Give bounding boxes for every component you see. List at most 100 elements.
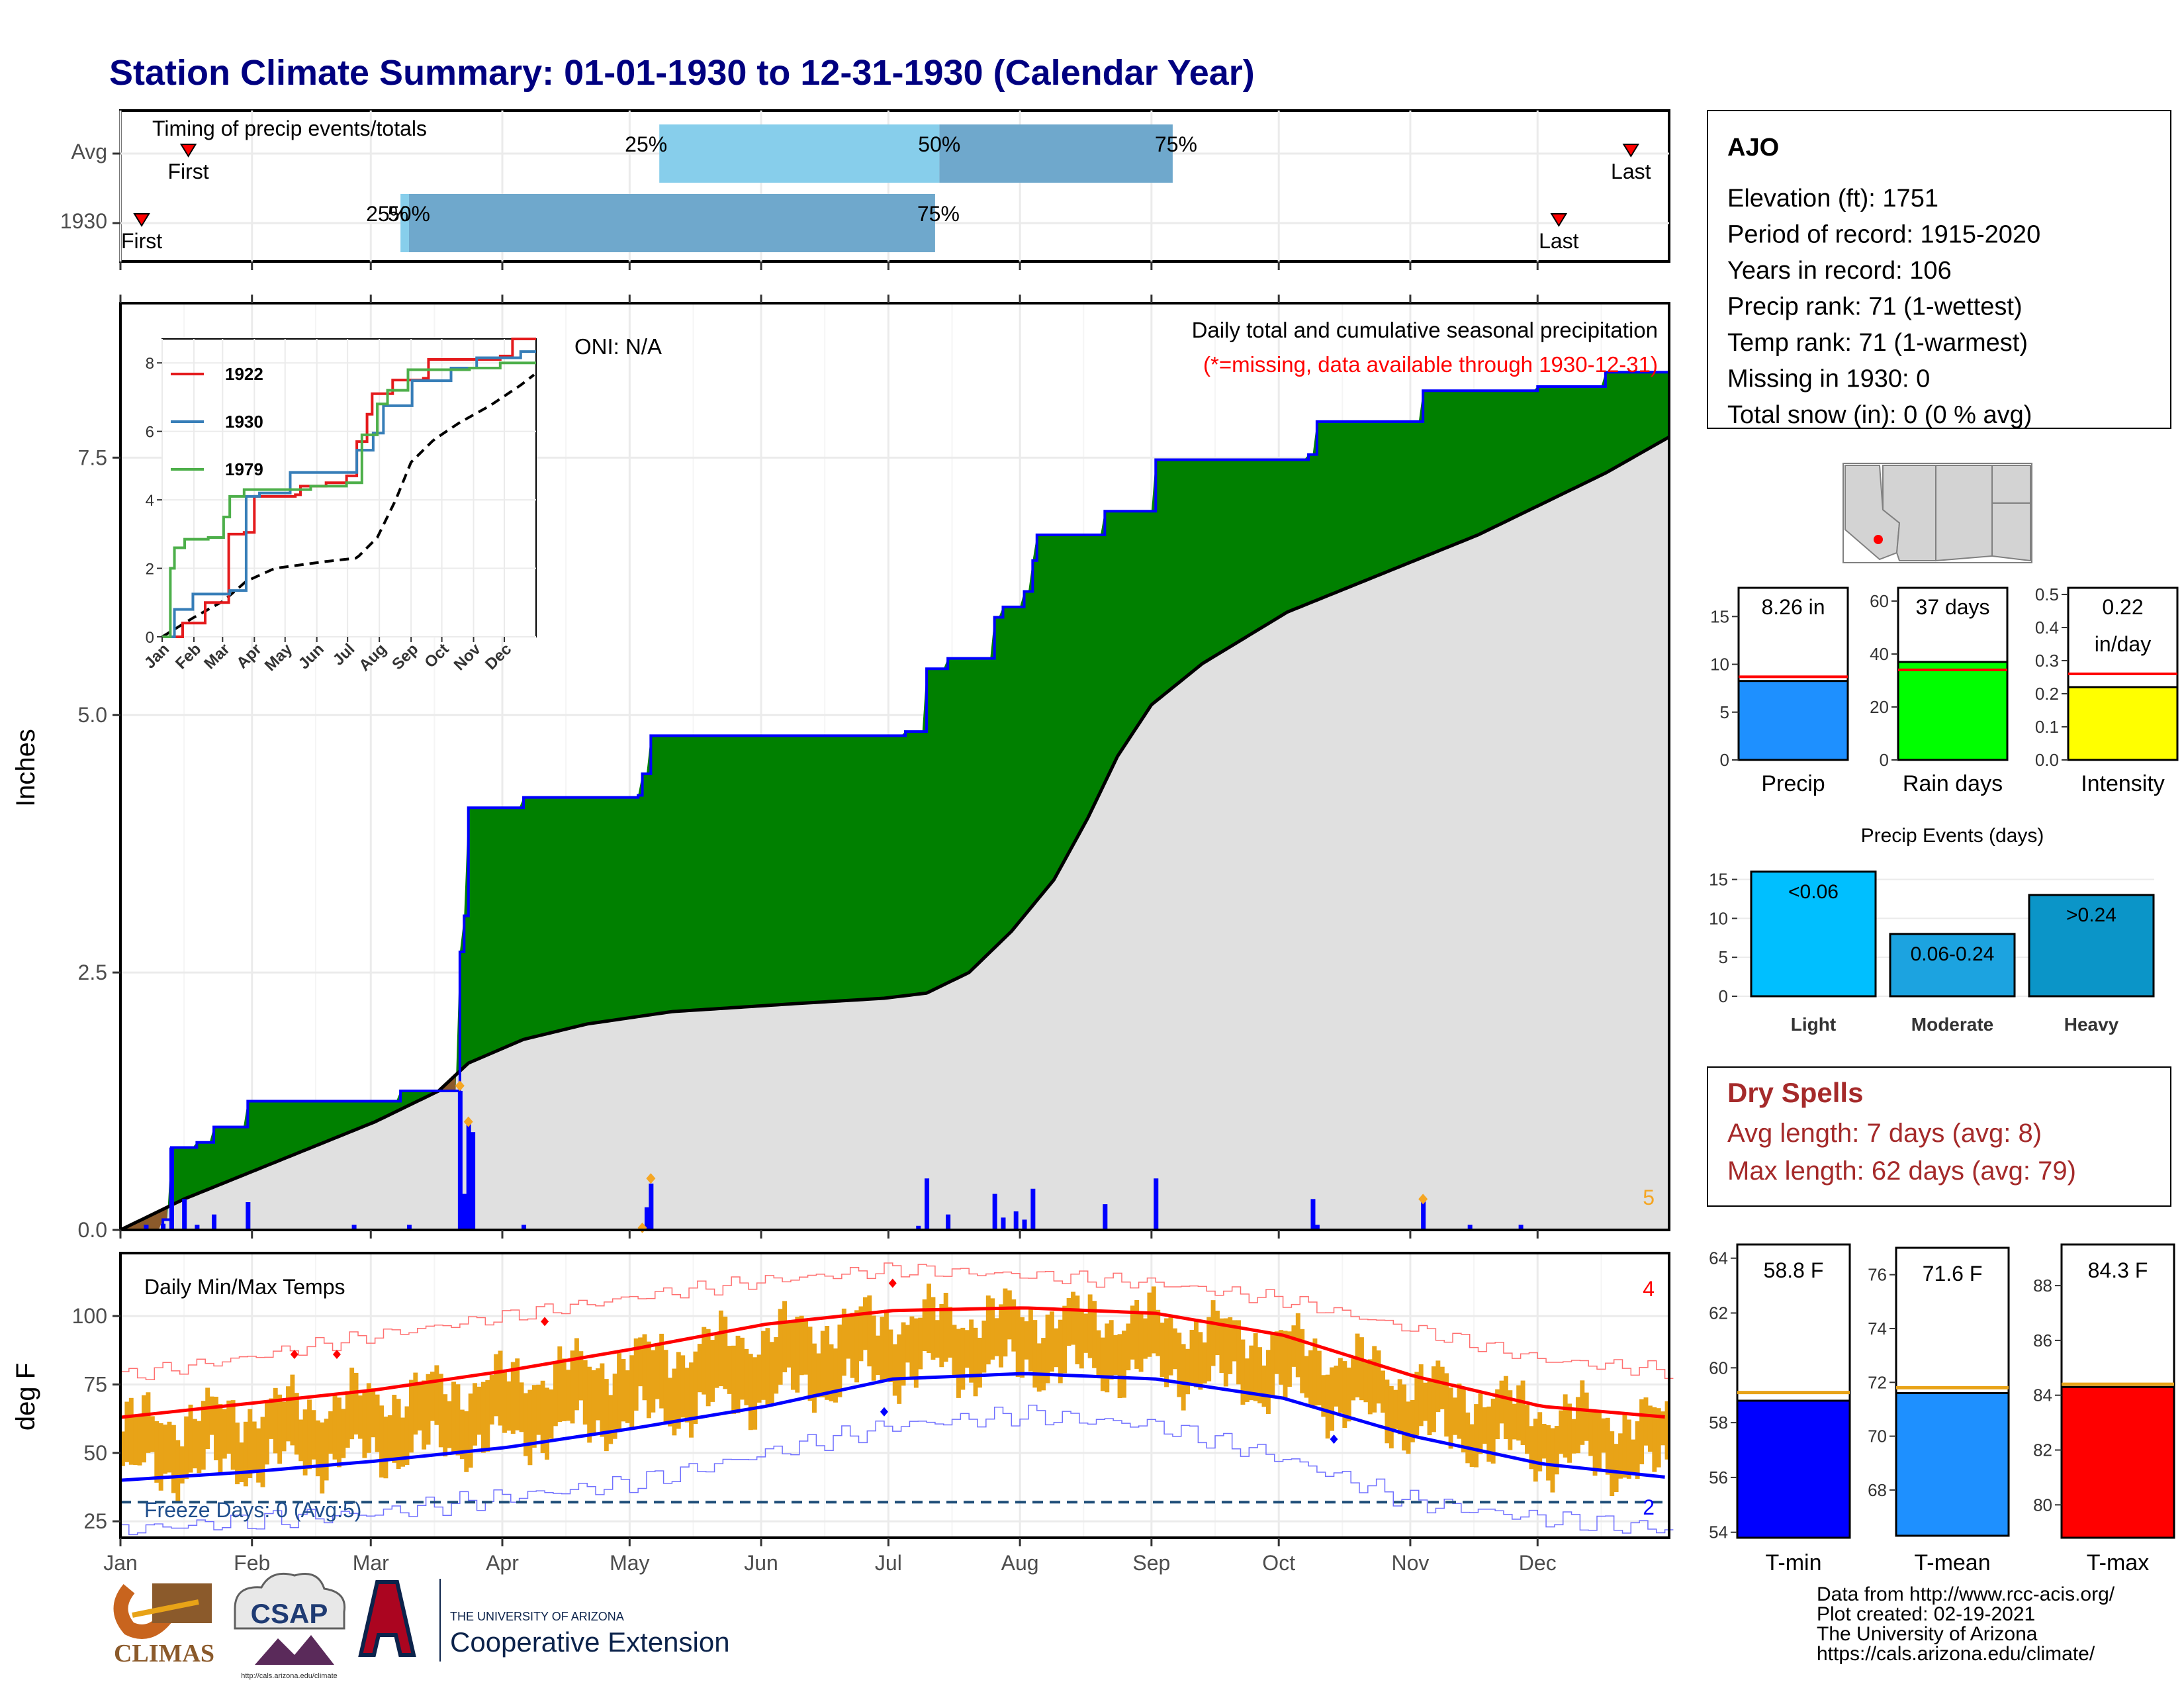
summary-bar-y-tick-label: 0.4 (2035, 618, 2059, 637)
summary-bar-y-tick-label: 15 (1710, 606, 1729, 626)
temp-daily-bar (744, 1348, 749, 1405)
temp-daily-bar (892, 1344, 897, 1396)
precip-y-axis: 0.0 2.5 5.0 7.5 (78, 295, 1539, 1242)
temp-daily-bar (553, 1362, 558, 1427)
temp-daily-bar (387, 1415, 392, 1460)
temp-daily-bar (1308, 1350, 1313, 1405)
temp-content (120, 1262, 1674, 1536)
map-state-new-mexico (1935, 465, 1993, 562)
temp-daily-bar (1015, 1308, 1021, 1378)
temp-daily-bar (1079, 1308, 1084, 1369)
temp-daily-bar (1656, 1408, 1661, 1468)
temp-daily-bar (1283, 1331, 1288, 1399)
temp-daily-bar (633, 1338, 639, 1411)
timing-first-marker (133, 213, 150, 227)
timing-row-label-avg: Avg (71, 140, 107, 164)
temp-daily-bar (888, 1329, 893, 1382)
temp-daily-bar (1393, 1389, 1398, 1429)
temp-daily-bar (256, 1428, 261, 1483)
temp-daily-bar (464, 1411, 469, 1472)
temp-daily-bar (956, 1329, 961, 1398)
temp-daily-bar (913, 1318, 919, 1388)
temp-bar-fill (1895, 1392, 2010, 1537)
temp-daily-bar (1041, 1338, 1046, 1391)
precip-daily-bar (644, 1207, 649, 1230)
temp-daily-bar (1453, 1397, 1457, 1435)
temp-daily-bar (1355, 1333, 1360, 1397)
temp-daily-bar (1448, 1387, 1453, 1449)
temp-daily-bar (1503, 1376, 1508, 1439)
temp-daily-bar (371, 1388, 376, 1438)
temp-bar-y-tick-label: 74 (1868, 1319, 1887, 1338)
credit-line-2: Plot created: 02-19-2021 (1817, 1603, 2035, 1625)
station-box-frame (1707, 110, 2171, 429)
precip-daily-bar (161, 1223, 166, 1230)
temp-daily-bar (1444, 1373, 1449, 1437)
temp-daily-bar (1168, 1317, 1173, 1376)
temp-daily-bar (523, 1393, 528, 1456)
precip-daily-bar (1467, 1225, 1473, 1230)
temp-daily-bar (549, 1389, 554, 1439)
precip-1930-line (120, 371, 1669, 1231)
temp-bar-t-max: 80 82 84 86 88 84.3 F T-max (2033, 1243, 2175, 1575)
temp-daily-bar (408, 1380, 414, 1453)
temp-daily-bar (188, 1404, 193, 1473)
precip-events-bar-label: Moderate (1911, 1014, 1993, 1035)
temp-daily-bar (1376, 1350, 1381, 1404)
temp-daily-bar (1592, 1412, 1598, 1476)
temp-daily-bar (1397, 1379, 1402, 1434)
timing-panel-title: Timing of precip events/totals (152, 117, 427, 140)
timing-last-marker (1622, 144, 1640, 158)
temp-bar-y-tick-label: 68 (1868, 1480, 1887, 1500)
precip-daily-bar (246, 1202, 251, 1230)
csap-logo-text: CSAP (251, 1598, 328, 1629)
temp-daily-bar (294, 1393, 299, 1455)
temp-daily-bar (820, 1331, 825, 1397)
temp-daily-bar (1321, 1375, 1326, 1417)
temp-daily-bar (782, 1301, 788, 1373)
dry-spells-box: Dry Spells Avg length: 7 days (avg: 8) M… (1707, 1066, 2171, 1207)
station-info-line: Total snow (in): 0 (0 % avg) (1727, 401, 2032, 429)
temp-daily-bar (205, 1387, 210, 1449)
temp-daily-bar (578, 1351, 584, 1401)
temp-daily-bar (600, 1363, 605, 1437)
temp-daily-bar (1032, 1320, 1038, 1388)
summary-bar-value-label: 0.22 (2102, 595, 2143, 619)
temp-avg-min-line (120, 1372, 1665, 1482)
temp-daily-bar (1516, 1385, 1522, 1441)
temp-daily-bar (884, 1309, 889, 1380)
temp-daily-bar (646, 1341, 651, 1419)
temp-daily-bar (672, 1368, 677, 1436)
temp-daily-bar (209, 1396, 214, 1435)
temp-daily-bar (901, 1322, 906, 1386)
summary-bar-fill (1897, 661, 2009, 761)
summary-bar-precip: 0 5 10 15 8.26 in Precip (1710, 586, 1849, 796)
temp-daily-bar (811, 1343, 817, 1413)
temp-daily-bar (608, 1395, 614, 1444)
summary-bar-y-tick-label: 0 (1720, 750, 1729, 770)
temp-daily-bar (825, 1326, 830, 1400)
temp-daily-bar (1359, 1337, 1364, 1401)
temp-daily-bar (1520, 1380, 1525, 1445)
temp-daily-bar (531, 1385, 537, 1448)
month-label: Oct (1262, 1551, 1295, 1575)
temp-daily-bar (506, 1381, 512, 1431)
temp-daily-bar (1143, 1318, 1148, 1359)
summary-bar-y-tick-label: 60 (1870, 591, 1889, 611)
temp-daily-bar (1189, 1330, 1195, 1385)
temp-daily-bar (1567, 1403, 1572, 1463)
climas-logo-arc (113, 1583, 171, 1639)
temp-daily-bar (1036, 1343, 1042, 1392)
summary-bar-category-label: Intensity (2081, 771, 2165, 796)
credit-line-3: The University of Arizona (1817, 1623, 2038, 1645)
temp-daily-bar (676, 1352, 681, 1429)
temp-daily-bar (540, 1380, 545, 1454)
temp-daily-bar (468, 1393, 473, 1468)
summary-bar-category-label: Rain days (1903, 771, 2003, 796)
temp-daily-bar (990, 1298, 995, 1360)
csap-logo-cloud (234, 1572, 346, 1630)
precip-events-y-tick-label: 5 (1719, 947, 1728, 967)
temp-daily-bar (422, 1380, 427, 1450)
temp-daily-bar (702, 1327, 707, 1395)
